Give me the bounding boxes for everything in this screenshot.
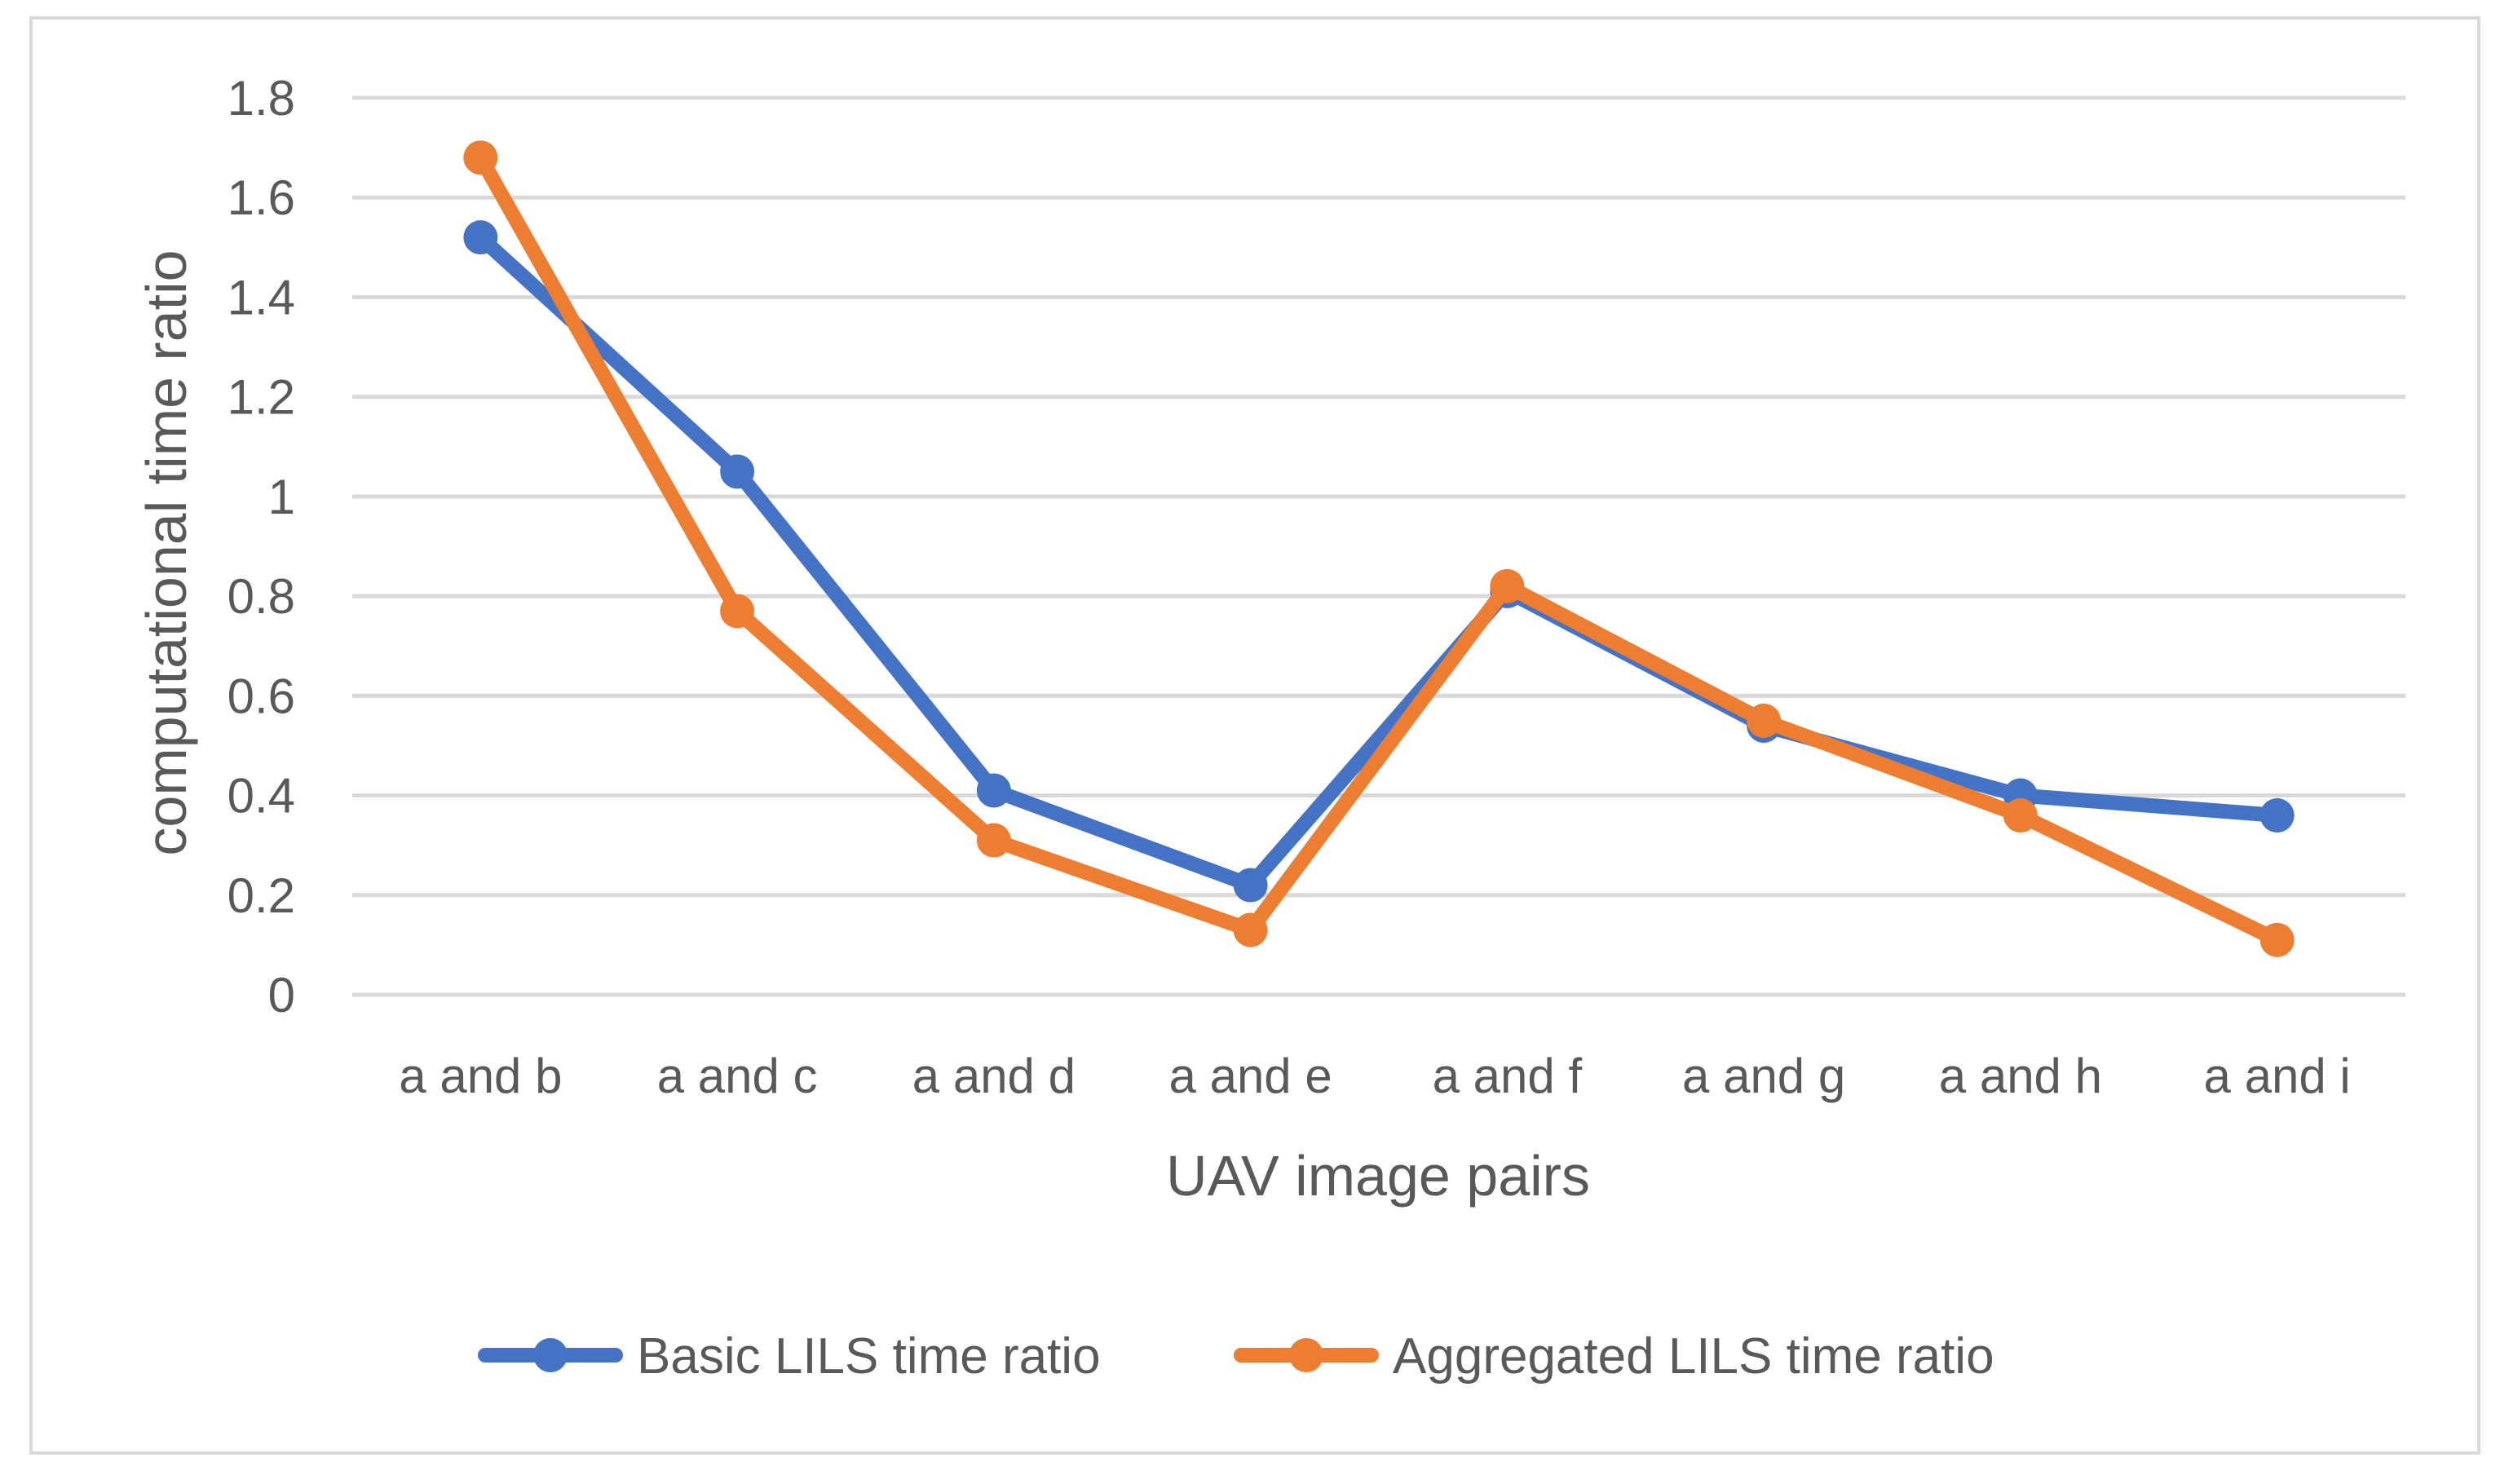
data-point xyxy=(463,140,498,175)
series-2 xyxy=(463,140,2295,957)
x-tick-label: a and d xyxy=(912,1049,1076,1103)
y-tick-label: 1.6 xyxy=(227,170,295,225)
x-tick-label: a and h xyxy=(1939,1049,2102,1103)
y-tick-label: 0.6 xyxy=(227,669,295,723)
data-point xyxy=(720,594,755,629)
legend-swatch-marker xyxy=(533,1338,568,1372)
y-tick-label: 1.8 xyxy=(227,71,295,126)
data-point xyxy=(2259,798,2295,833)
y-axis-tick-labels: 0 0.2 0.4 0.6 0.8 1 1.2 1.4 1.6 1.8 xyxy=(227,71,295,1022)
legend: Basic LILS time ratio Aggregated LILS tim… xyxy=(478,1328,1994,1385)
data-point xyxy=(720,454,755,489)
data-point xyxy=(1233,868,1268,903)
x-axis-title: UAV image pairs xyxy=(1166,1144,1590,1208)
x-tick-label: a and g xyxy=(1682,1049,1845,1103)
data-point xyxy=(976,823,1011,858)
legend-label: Aggregated LILS time ratio xyxy=(1393,1328,1994,1385)
x-tick-label: a and c xyxy=(657,1049,818,1103)
chart-frame xyxy=(29,16,2480,1455)
data-point xyxy=(1233,912,1268,947)
y-tick-label: 0.8 xyxy=(227,569,295,624)
x-tick-label: a and e xyxy=(1169,1049,1332,1103)
y-tick-label: 0.2 xyxy=(227,868,295,923)
x-axis-tick-labels: a and b a and c a and d a and e a and f a and… xyxy=(399,1049,2350,1103)
series-line xyxy=(473,230,2285,893)
y-tick-label: 0.4 xyxy=(227,769,295,824)
x-tick-label: a and b xyxy=(399,1049,562,1103)
data-point xyxy=(1490,568,1525,603)
y-tick-label: 1 xyxy=(268,470,295,524)
y-tick-label: 1.2 xyxy=(227,370,295,425)
gridlines xyxy=(352,95,2405,997)
y-tick-label: 0 xyxy=(268,968,295,1022)
data-point xyxy=(976,773,1011,808)
y-tick-label: 1.4 xyxy=(227,270,295,325)
legend-item: Aggregated LILS time ratio xyxy=(1234,1328,1994,1385)
x-tick-label: a and f xyxy=(1433,1049,1583,1103)
data-point xyxy=(2003,798,2038,833)
legend-swatch-marker xyxy=(1289,1338,1323,1372)
data-point xyxy=(2259,922,2295,957)
data-point xyxy=(463,220,498,255)
data-point xyxy=(1747,703,1782,738)
series-group xyxy=(463,140,2295,957)
y-axis-title: computational time ratio xyxy=(135,250,198,855)
series-line xyxy=(473,150,2285,947)
legend-label: Basic LILS time ratio xyxy=(637,1328,1101,1385)
x-tick-label: a and i xyxy=(2204,1049,2351,1103)
legend-item: Basic LILS time ratio xyxy=(478,1328,1101,1385)
